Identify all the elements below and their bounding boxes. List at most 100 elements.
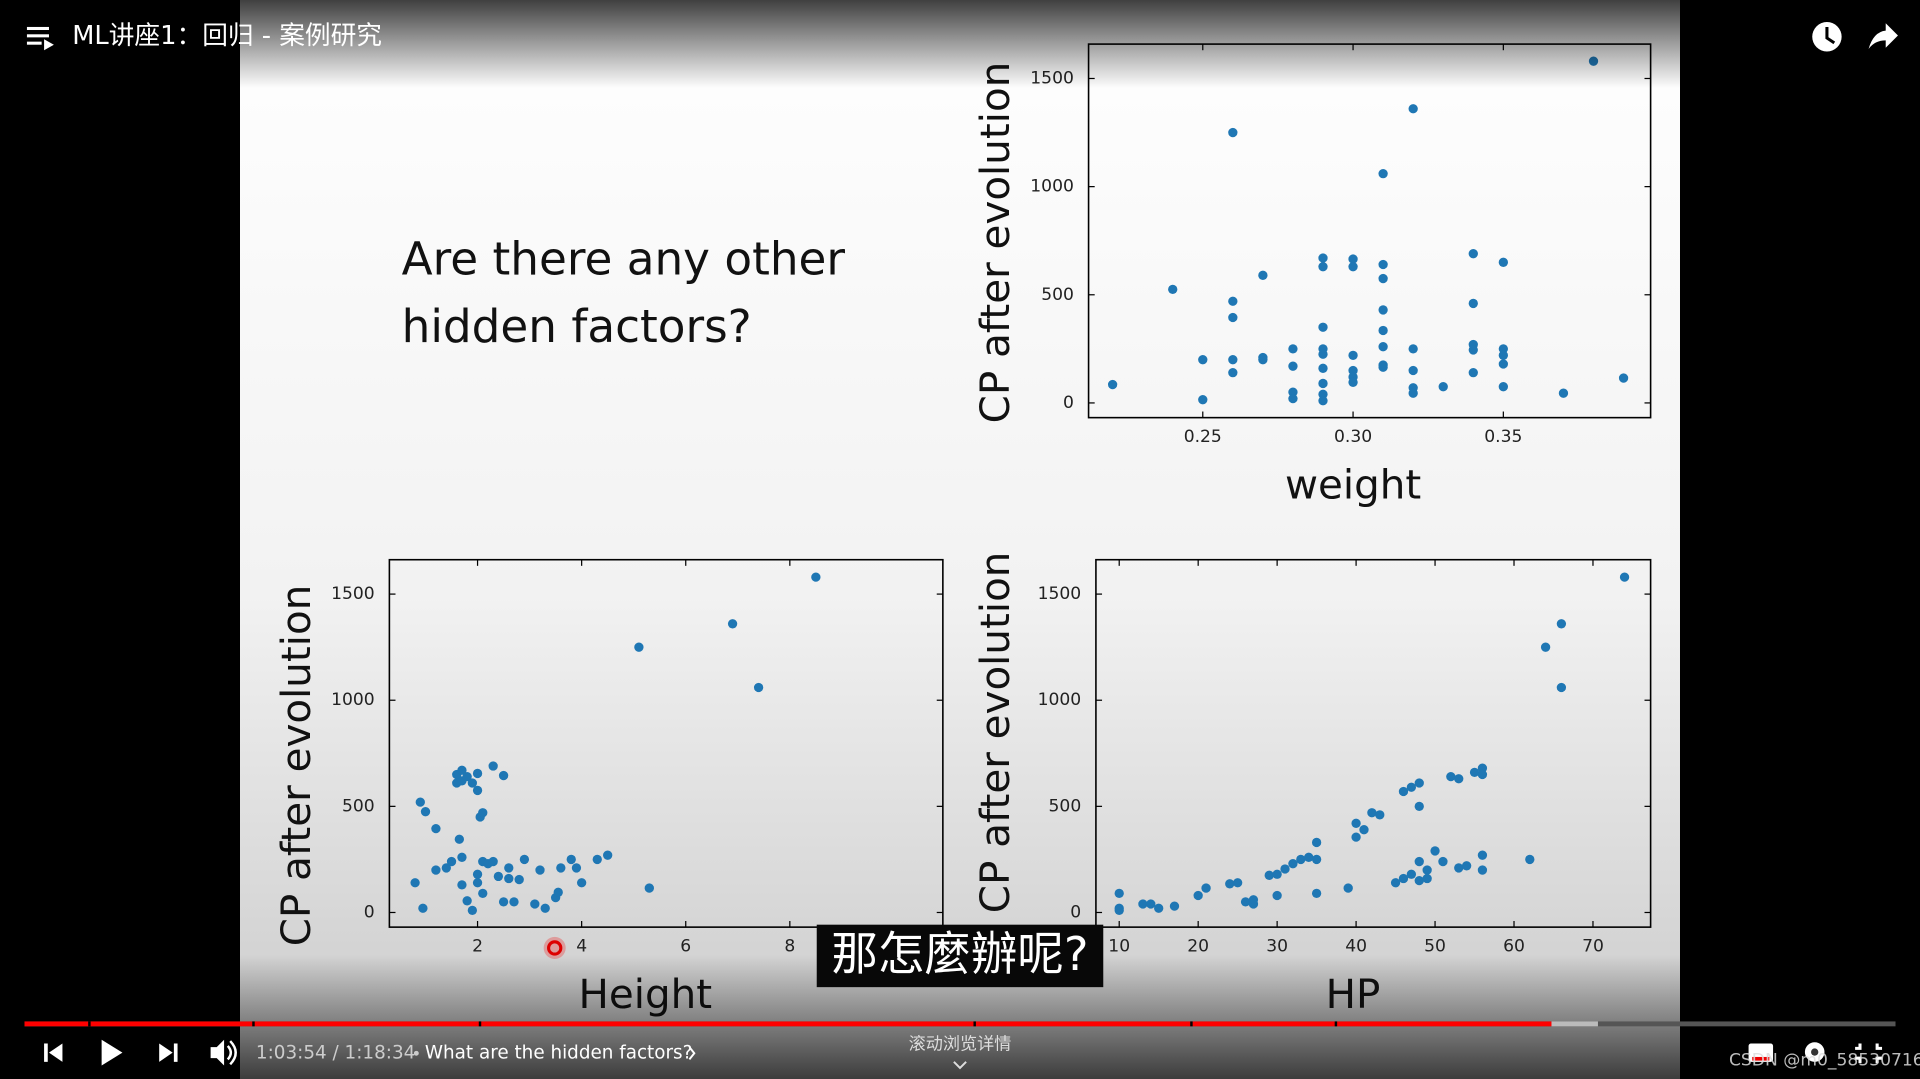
y-tick-label: 0 (364, 902, 375, 922)
point (519, 854, 530, 865)
point (1406, 869, 1417, 879)
point (467, 778, 478, 788)
progress-played (24, 1021, 1552, 1027)
share[interactable] (1868, 23, 1898, 49)
playlist-icon[interactable] (26, 26, 54, 51)
point (504, 863, 514, 873)
progress-buffer (1551, 1021, 1598, 1027)
chapter-chevron[interactable] (688, 1046, 696, 1061)
point (727, 619, 738, 629)
point (556, 863, 566, 873)
play[interactable] (101, 1039, 123, 1066)
point (493, 871, 504, 882)
point (1618, 373, 1629, 383)
point (1556, 619, 1567, 629)
point (644, 883, 654, 893)
y-tick-label: 500 (1041, 285, 1074, 305)
y-axis-label: CP after evolution (971, 552, 1019, 914)
point (1468, 367, 1478, 378)
point (462, 896, 472, 906)
point (1414, 875, 1424, 886)
point (1280, 864, 1290, 874)
point (1193, 890, 1203, 901)
subtitles-button[interactable] (1748, 1043, 1774, 1062)
point (472, 869, 483, 879)
point (1296, 854, 1306, 865)
slide (240, 0, 1680, 1079)
x-tick-label: 20 (1187, 937, 1209, 957)
point (1398, 873, 1409, 884)
volume[interactable] (210, 1039, 237, 1066)
point (1498, 257, 1508, 267)
point (1477, 865, 1488, 875)
point (1114, 888, 1124, 899)
x-tick-label: 30 (1266, 937, 1288, 957)
point (1619, 572, 1630, 582)
point (509, 897, 519, 907)
point (1258, 355, 1268, 365)
chapter-title[interactable]: What are the hidden factors? (425, 1042, 692, 1063)
exit-fullscreen[interactable] (1855, 1043, 1883, 1064)
point (1311, 888, 1322, 899)
point (1408, 104, 1418, 114)
settings-button[interactable] (1804, 1042, 1825, 1062)
point (1318, 262, 1328, 272)
point (1348, 377, 1358, 388)
point (431, 823, 441, 834)
point (431, 865, 441, 875)
x-tick-label: 50 (1424, 937, 1446, 957)
video-title[interactable]: ML讲座1：回归 - 案例研究 (72, 21, 382, 51)
x-tick-label: 4 (576, 937, 587, 957)
point (1228, 367, 1238, 378)
y-axis-label: CP after evolution (971, 62, 1019, 424)
point (1498, 344, 1508, 354)
point (811, 572, 821, 582)
point (1311, 837, 1322, 848)
point (1248, 895, 1259, 905)
point (488, 761, 498, 771)
point (1359, 825, 1369, 835)
point (1422, 873, 1432, 884)
point (1438, 382, 1448, 392)
point (1201, 883, 1211, 893)
point (1367, 808, 1377, 818)
point (1318, 253, 1328, 263)
point (1288, 344, 1298, 354)
scroll-chevron[interactable] (953, 1061, 967, 1070)
point (1198, 355, 1208, 365)
point (1378, 342, 1388, 352)
point (1390, 878, 1401, 888)
separator (413, 1050, 419, 1056)
point (488, 856, 498, 867)
scroll-hint[interactable]: 滚动浏览详情 (909, 1035, 1012, 1055)
point (1351, 832, 1361, 842)
point (1348, 365, 1358, 376)
point (1556, 682, 1567, 693)
y-tick-label: 0 (1063, 393, 1074, 413)
point (1232, 878, 1243, 888)
point (441, 863, 451, 873)
point (454, 834, 464, 844)
point (1430, 846, 1440, 856)
point (1225, 879, 1235, 889)
point (1146, 899, 1156, 909)
point (1288, 393, 1298, 404)
point (1398, 786, 1409, 797)
point (553, 887, 563, 897)
point (566, 854, 576, 865)
next[interactable] (159, 1043, 178, 1062)
point (1446, 771, 1456, 782)
point (504, 873, 514, 884)
watch-later[interactable] (1812, 22, 1842, 52)
point (540, 903, 550, 913)
y-tick-label: 500 (342, 796, 375, 816)
point (1228, 296, 1238, 306)
y-tick-label: 1000 (1030, 177, 1074, 197)
point (410, 878, 420, 888)
slide-question: Are there any other (402, 233, 846, 286)
point (1348, 262, 1358, 272)
previous[interactable] (44, 1043, 63, 1062)
point (467, 905, 478, 916)
point (1558, 388, 1569, 398)
